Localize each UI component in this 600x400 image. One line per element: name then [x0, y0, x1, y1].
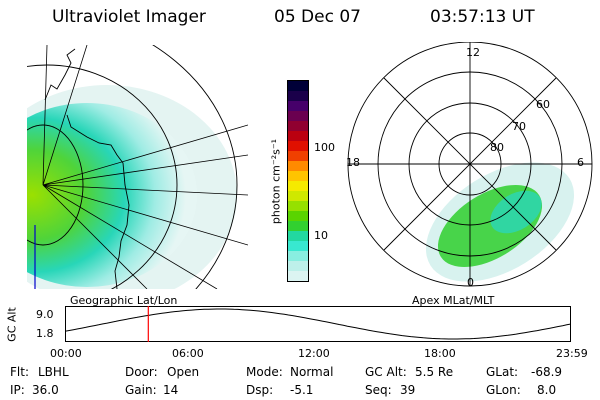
mlt-label-0: 0	[467, 276, 474, 289]
door-value: Open	[167, 365, 200, 379]
colorbar-swatch	[288, 101, 308, 111]
colorbar-swatch	[288, 271, 308, 281]
coastline	[44, 48, 130, 289]
colorbar-swatch	[288, 211, 308, 221]
orbit-xtick-1800: 18:00	[424, 347, 456, 360]
mode-value: Normal	[290, 365, 334, 379]
colorbar-swatch	[288, 91, 308, 101]
door-key: Door:	[125, 365, 158, 379]
gcalt-key: GC Alt:	[365, 365, 407, 379]
geographic-image	[27, 45, 248, 289]
mode-key: Mode:	[246, 365, 283, 379]
apex-caption: Apex MLat/MLT	[412, 294, 495, 307]
time-label: 03:57:13 UT	[430, 7, 535, 27]
orbit-xtick-2359: 23:59	[556, 347, 588, 360]
mlt-label-6: 6	[577, 156, 584, 169]
mlat-label-80: 80	[490, 141, 504, 154]
date-label: 05 Dec 07	[274, 7, 361, 27]
mlat-label-60: 60	[536, 98, 550, 111]
lat-circle-mid	[27, 64, 178, 289]
aurora-emission	[27, 103, 197, 287]
colorbar-swatch	[288, 231, 308, 241]
orbit-altitude-plot	[65, 306, 571, 342]
colorbar-swatch	[288, 141, 308, 151]
ip-value: 36.0	[32, 383, 59, 397]
gain-key: Gain:	[125, 383, 157, 397]
dsp-key: Dsp:	[246, 383, 274, 397]
colorbar-swatch	[288, 191, 308, 201]
instrument-title: Ultraviolet Imager	[52, 7, 206, 27]
glat-value: -68.9	[531, 365, 563, 379]
colorbar-swatch	[288, 261, 308, 271]
mlt-label-18: 18	[346, 156, 360, 169]
mlat-label-70: 70	[512, 120, 526, 133]
colorbar-swatch	[288, 121, 308, 131]
orbit-ytick-high: 9.0	[36, 308, 54, 321]
orbit-ylabel: GC Alt	[5, 307, 19, 342]
colorbar-swatch	[288, 221, 308, 231]
colorbar-swatch	[288, 201, 308, 211]
flt-key: Flt:	[10, 365, 29, 379]
colorbar-unit-label: photon cm⁻²s⁻¹	[269, 138, 283, 225]
geographic-caption: Geographic Lat/Lon	[70, 294, 178, 307]
colorbar-swatch	[288, 161, 308, 171]
gain-value: 14	[163, 383, 179, 397]
ip-key: IP:	[10, 383, 25, 397]
seq-value: 39	[400, 383, 416, 397]
seq-key: Seq:	[365, 383, 392, 397]
glon-value: 8.0	[537, 383, 557, 397]
mlt-label-12: 12	[466, 46, 480, 59]
colorbar-swatch	[288, 241, 308, 251]
colorbar-tick-100: 100	[314, 141, 335, 154]
orbit-xtick-0600: 06:00	[172, 347, 204, 360]
flt-value: LBHL	[38, 365, 69, 379]
lat-circle-outer	[152, 45, 238, 289]
colorbar-swatch	[288, 151, 308, 161]
orbit-ytick-low: 1.8	[36, 327, 54, 340]
orbit-xtick-1200: 12:00	[298, 347, 330, 360]
lon-grid	[42, 45, 248, 289]
lat-circle-inner	[27, 124, 84, 246]
dsp-value: -5.1	[290, 383, 314, 397]
colorbar-tick-10: 10	[314, 229, 328, 242]
colorbar-swatch	[288, 171, 308, 181]
colorbar-swatch	[288, 81, 308, 91]
colorbar-swatch	[288, 251, 308, 261]
orbit-xtick-0000: 00:00	[50, 347, 82, 360]
colorbar	[287, 80, 309, 282]
gcalt-value: 5.5 Re	[415, 365, 454, 379]
colorbar-swatch	[288, 181, 308, 191]
glon-key: GLon:	[486, 383, 521, 397]
colorbar-swatch	[288, 131, 308, 141]
glat-key: GLat:	[486, 365, 519, 379]
orbit-altitude-curve	[65, 308, 571, 340]
polar-plot	[347, 42, 593, 287]
colorbar-swatch	[288, 111, 308, 121]
mlt-spokes	[348, 42, 592, 286]
